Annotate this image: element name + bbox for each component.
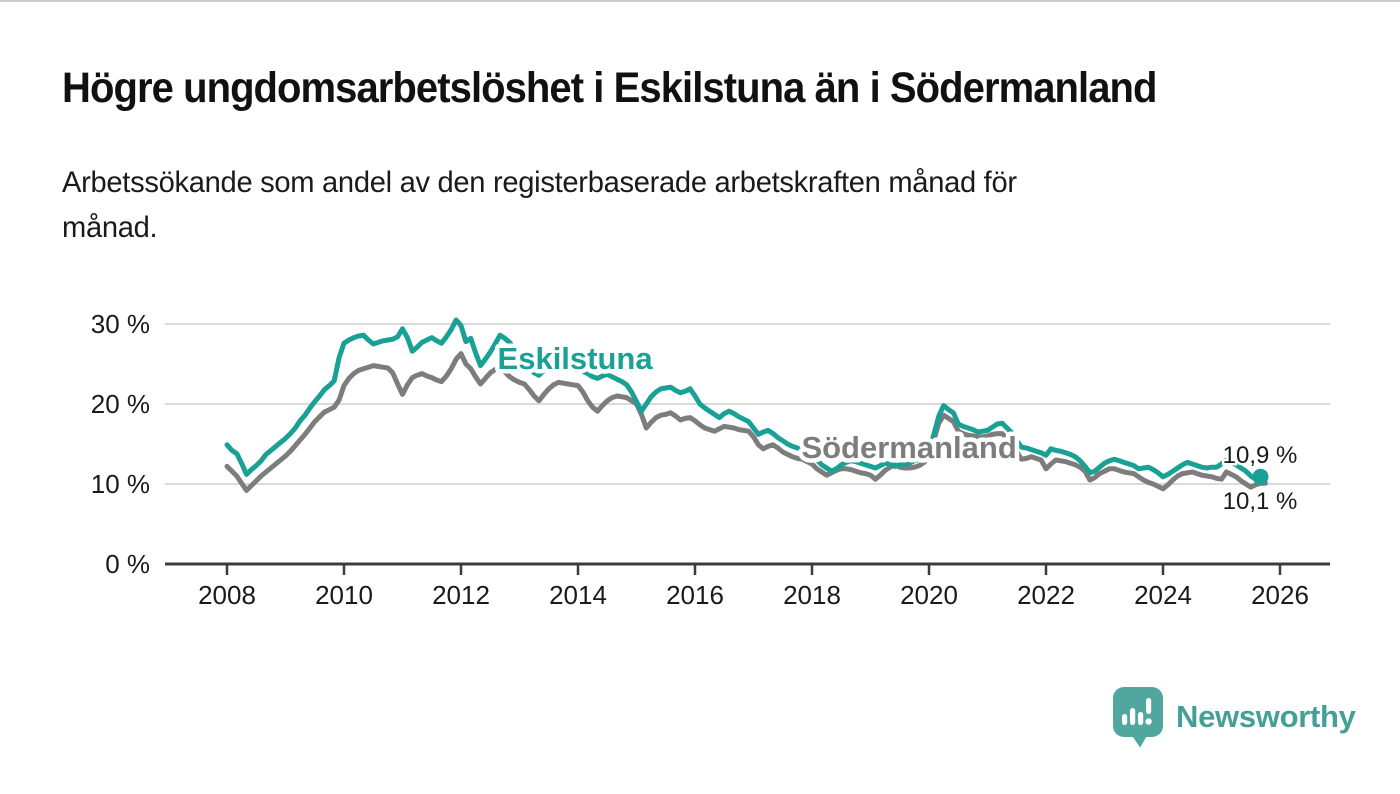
x-tick-label: 2022 (1017, 580, 1075, 610)
eskilstuna-line (224, 317, 1263, 482)
end-value-label-eskilstuna: 10,9 % (1223, 442, 1298, 469)
y-tick-label: 30 % (91, 309, 150, 339)
newsworthy-bubble-chart-icon (1113, 687, 1163, 748)
x-tick-label: 2018 (783, 580, 841, 610)
x-tick-label: 2012 (432, 580, 490, 610)
y-tick-label: 10 % (91, 469, 150, 499)
y-tick-label: 20 % (91, 389, 150, 419)
x-tick-label: 2010 (315, 580, 373, 610)
sodermanland-line (224, 351, 1268, 493)
chart-title: Högre ungdomsarbetslöshet i Eskilstuna ä… (62, 64, 1157, 112)
newsworthy-logo-text: Newsworthy (1176, 699, 1356, 734)
x-tick-label: 2016 (666, 580, 724, 610)
eskilstuna-end-dot (1252, 468, 1269, 485)
x-tick-label: 2014 (549, 580, 607, 610)
series-label-eskilstuna: Eskilstuna (498, 341, 654, 376)
newsworthy-branding: Newsworthy (1112, 686, 1356, 748)
end-value-label-sodermanland: 10,1 % (1223, 488, 1298, 515)
series-label-sodermanland: Södermanland (801, 430, 1016, 465)
x-tick-label: 2020 (900, 580, 958, 610)
subtitle-line-2: månad. (62, 211, 158, 244)
x-tick-label: 2026 (1251, 580, 1309, 610)
subtitle-line-1: Arbetssökande som andel av den registerb… (62, 166, 1017, 199)
x-tick-label: 2008 (198, 580, 256, 610)
y-tick-label: 0 % (105, 549, 150, 579)
chart-subtitle: Arbetssökande som andel av den registerb… (62, 160, 1017, 250)
x-tick-label: 2024 (1134, 580, 1192, 610)
